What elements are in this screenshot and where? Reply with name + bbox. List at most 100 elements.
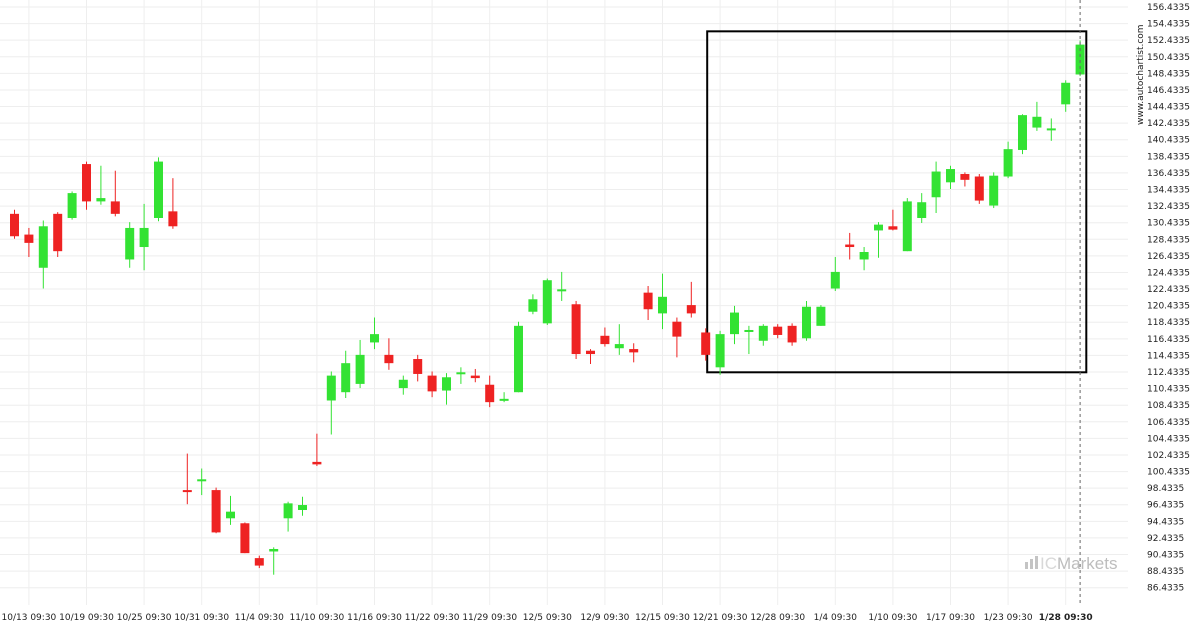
- y-tick-label: 130.4335: [1147, 219, 1190, 229]
- candle: [24, 227, 34, 257]
- x-tick-label: 12/15 09:30: [635, 613, 690, 623]
- candle: [283, 501, 293, 532]
- candle: [629, 343, 639, 363]
- candle-body: [1003, 149, 1013, 177]
- watermark-brand-dark: Markets: [1057, 554, 1117, 573]
- y-tick-label: 86.4335: [1147, 584, 1184, 594]
- candle-body: [182, 490, 192, 493]
- x-tick-label: 10/19 09:30: [59, 613, 114, 623]
- candle: [341, 350, 351, 399]
- y-tick-label: 138.4335: [1147, 152, 1190, 162]
- y-tick-label: 108.4335: [1147, 401, 1190, 411]
- candle: [643, 286, 653, 321]
- candle-body: [542, 280, 552, 324]
- candle-body: [67, 193, 77, 218]
- candle-body: [283, 503, 293, 519]
- y-tick-label: 94.4335: [1147, 517, 1184, 527]
- y-tick-label: 112.4335: [1147, 368, 1190, 378]
- x-tick-label: 12/9 09:30: [580, 613, 629, 623]
- candle: [326, 371, 336, 435]
- candle: [485, 375, 495, 408]
- candle-body: [946, 169, 955, 183]
- candle: [816, 305, 826, 326]
- x-tick-label: 1/23 09:30: [984, 613, 1033, 623]
- candle-body: [355, 354, 365, 384]
- candle-body: [269, 548, 279, 552]
- candles-layer: [10, 40, 1085, 575]
- candle: [1003, 141, 1013, 179]
- x-tick-label: 12/5 09:30: [523, 613, 572, 623]
- candle: [787, 323, 797, 346]
- candle: [53, 212, 63, 257]
- x-axis: 10/13 09:30 10/19 09:30 10/25 09:30 10/31 0…: [2, 613, 1093, 623]
- candle-body: [211, 490, 221, 533]
- candle-body: [10, 213, 19, 237]
- y-tick-label: 146.4335: [1147, 86, 1190, 96]
- candle: [269, 547, 279, 575]
- candle: [902, 198, 912, 252]
- candle: [67, 191, 77, 220]
- candle: [874, 222, 883, 258]
- candle-body: [931, 171, 941, 198]
- candle: [528, 294, 538, 315]
- candle-body: [1018, 115, 1027, 150]
- candle: [96, 165, 106, 205]
- y-axis: 156.4335 154.4335 152.4335 150.4335 148.4335…: [1147, 3, 1190, 594]
- y-tick-label: 148.4335: [1147, 69, 1190, 79]
- x-tick-label: 10/25 09:30: [117, 613, 172, 623]
- candle-body: [614, 344, 624, 349]
- candle: [830, 256, 840, 291]
- candle-body: [586, 350, 595, 355]
- candle-body: [370, 334, 379, 343]
- candle-body: [384, 354, 394, 364]
- candle: [470, 368, 480, 383]
- candle-body: [701, 332, 711, 355]
- candle-body: [470, 375, 480, 379]
- candle: [931, 161, 941, 214]
- candle-body: [629, 349, 639, 353]
- candle-body: [528, 299, 538, 312]
- candle-body: [413, 359, 423, 374]
- candle: [197, 468, 207, 496]
- candle: [686, 281, 696, 318]
- candle-body: [341, 363, 351, 393]
- autochartist-url-label: www.autochartist.com: [1136, 24, 1146, 125]
- candle: [499, 392, 509, 403]
- candle: [946, 165, 955, 189]
- candle: [168, 178, 178, 229]
- pattern-layer: [706, 30, 1088, 374]
- candle-body: [686, 305, 696, 314]
- candle-body: [168, 211, 178, 227]
- y-tick-label: 134.4335: [1147, 186, 1190, 196]
- y-tick-label: 122.4335: [1147, 285, 1190, 295]
- candle: [1075, 40, 1085, 77]
- grid-layer: [0, 0, 1128, 605]
- candle-body: [787, 325, 797, 343]
- candle: [614, 324, 624, 355]
- candle: [427, 371, 437, 398]
- candle: [542, 278, 552, 326]
- candle-body: [38, 226, 48, 268]
- candle-body: [715, 334, 725, 368]
- candle-body: [600, 335, 610, 345]
- x-tick-label: 11/16 09:30: [347, 613, 402, 623]
- candle: [211, 487, 221, 534]
- candle-body: [326, 375, 336, 401]
- candle-body: [1061, 82, 1071, 105]
- candle-body: [859, 252, 869, 260]
- candle: [802, 300, 811, 341]
- candle: [370, 317, 379, 350]
- candle: [398, 375, 408, 395]
- candle: [312, 433, 322, 467]
- candle-body: [96, 198, 106, 202]
- candle-body: [874, 224, 883, 231]
- candle: [758, 324, 768, 346]
- candle-body: [240, 523, 250, 554]
- y-tick-label: 104.4335: [1147, 434, 1190, 444]
- y-tick-label: 150.4335: [1147, 53, 1190, 63]
- candle-body: [427, 375, 437, 392]
- candle: [1018, 114, 1027, 155]
- candle: [859, 247, 869, 271]
- candle-body: [816, 306, 826, 326]
